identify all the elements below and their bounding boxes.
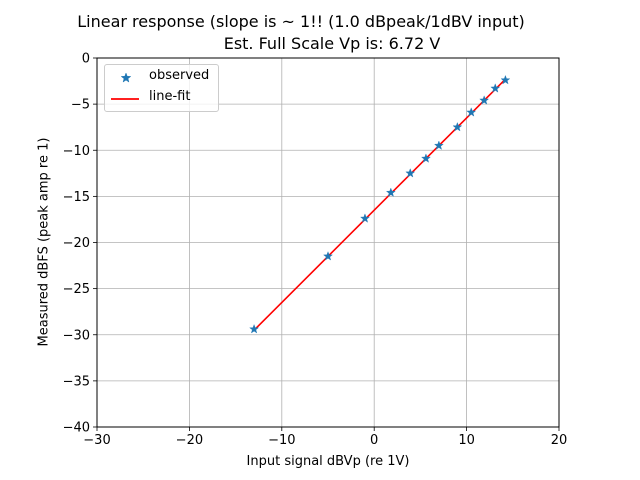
x-tick-label: −10 [268,433,295,448]
line-fit-line [253,78,506,331]
observed-point [452,122,463,132]
legend-label-line-fit: line-fit [149,89,191,104]
legend-entry-line-fit: line-fit [105,88,218,108]
y-tick-label: −20 [63,236,90,251]
observed-point [500,74,511,85]
observed-point [421,153,431,163]
y-tick-label: −10 [63,144,90,159]
y-tick-label: −30 [63,328,90,343]
observed-point [360,213,370,223]
red-line-icon [111,98,139,100]
axis-ticks: −30 −20 −10 0 10 20 0 −5 −10 −15 −20 −25 −30 −35 −40 [63,52,568,449]
y-tick-label: −5 [71,98,90,113]
observed-point [479,95,490,105]
legend-entry-observed: observed [105,67,218,87]
x-tick-label: −20 [176,433,203,448]
observed-point [466,107,477,117]
plot-area-frame [96,57,560,428]
observed-point [433,140,444,150]
x-tick-label: 20 [551,433,568,448]
x-tick-label: 10 [458,433,475,448]
y-tick-label: 0 [82,52,90,67]
x-tick-label: 0 [370,433,378,448]
y-tick-label: −25 [63,282,90,297]
grid-lines [96,57,560,428]
legend-label-observed: observed [149,68,210,83]
line-fit-series [253,78,506,331]
legend: observed line-fit [104,64,219,112]
observed-series [249,74,511,334]
observed-point [490,83,501,93]
y-tick-label: −40 [63,421,90,436]
chart-subtitle: Est. Full Scale Vp is: 6.72 V [223,34,441,53]
x-axis-label: Input signal dBVp (re 1V) [246,454,410,469]
observed-point [323,251,333,261]
observed-point [405,168,416,178]
y-axis-label: Measured dBFS (peak amp re 1) [36,137,52,347]
chart-title: Linear response (slope is ~ 1!! (1.0 dBp… [77,12,525,31]
y-tick-label: −15 [63,190,90,205]
star-marker-icon [120,72,132,83]
observed-point [249,324,260,334]
y-tick-label: −35 [63,374,90,389]
observed-point [385,187,396,197]
x-tick-label: −30 [83,433,110,448]
